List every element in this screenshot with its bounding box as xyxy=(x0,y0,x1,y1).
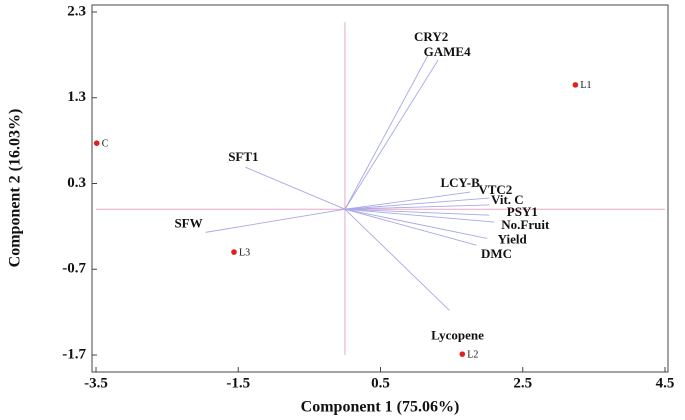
loading-label: GAME4 xyxy=(424,44,471,59)
y-tick-label: -0.7 xyxy=(62,261,86,277)
loading-vector xyxy=(344,54,429,210)
x-axis-label: Component 1 (75.06%) xyxy=(301,399,460,416)
score-point xyxy=(231,249,237,255)
x-tick-label: 0.5 xyxy=(371,375,390,391)
loading-label: Vit. C xyxy=(491,192,524,207)
loading-label: No.Fruit xyxy=(501,217,550,232)
loading-label: Lycopene xyxy=(431,327,484,342)
loading-vector xyxy=(344,208,490,216)
loading-vector xyxy=(205,208,346,233)
loading-label: SFT1 xyxy=(228,149,258,164)
score-point xyxy=(459,351,466,357)
x-tick-label: 2.5 xyxy=(513,375,532,391)
loading-label: VTC2 xyxy=(478,182,512,197)
loading-vector xyxy=(344,197,490,210)
loading-label: CRY2 xyxy=(414,29,448,44)
y-tick-label: 2.3 xyxy=(67,3,86,19)
score-point xyxy=(93,140,100,146)
loading-vector xyxy=(344,204,490,210)
point-label: L1 xyxy=(580,80,591,91)
y-axis-label: Component 2 (16.03%) xyxy=(7,109,24,268)
x-tick-label: -3.5 xyxy=(84,375,108,391)
x-tick-label: -1.5 xyxy=(226,375,250,391)
loading-vector xyxy=(344,208,495,223)
loading-label: LCY-B xyxy=(440,175,480,190)
loading-vector xyxy=(245,166,346,210)
score-point xyxy=(572,82,579,88)
loading-vector xyxy=(344,191,471,210)
y-tick-label: 0.3 xyxy=(67,175,86,191)
loading-label: PSY1 xyxy=(507,204,538,219)
loading-label: Yield xyxy=(498,231,528,246)
y-tick-label: -1.7 xyxy=(62,346,86,362)
y-tick-label: 1.3 xyxy=(67,89,86,105)
point-label: C xyxy=(102,138,109,149)
loading-vector xyxy=(344,59,439,210)
loading-vector xyxy=(344,208,450,311)
x-tick-label: 4.5 xyxy=(656,375,675,391)
plot-frame xyxy=(91,4,669,373)
loading-vector xyxy=(344,208,488,239)
loading-label: SFW xyxy=(174,215,202,230)
loading-label: DMC xyxy=(481,246,512,261)
loading-vector xyxy=(344,208,477,246)
point-label: L2 xyxy=(467,349,478,360)
point-label: L3 xyxy=(239,247,250,258)
